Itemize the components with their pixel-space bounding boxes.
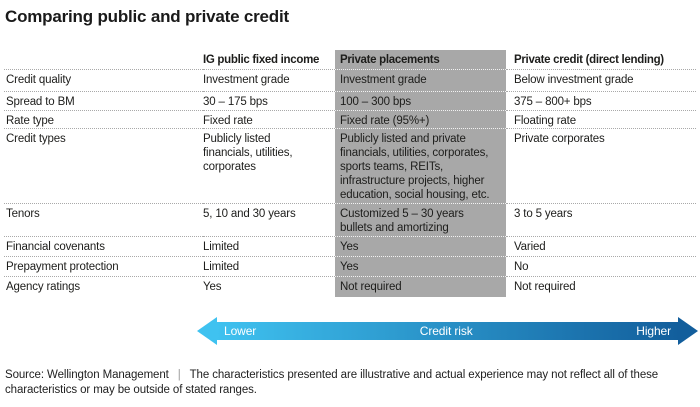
table-cell: Not required [514, 281, 576, 293]
table-cell: Varied [506, 237, 696, 257]
column-header-private-placements: Private placements [335, 50, 506, 70]
page-title: Comparing public and private credit [5, 7, 289, 26]
table-cell: Yes [335, 257, 506, 277]
row-label: Rate type [4, 111, 203, 129]
table-cell: Publicly listed financials, utilities, c… [203, 129, 335, 204]
table-cell: Floating rate [506, 111, 696, 129]
table-cell: Fixed rate (95%+) [335, 111, 506, 129]
table-cell: Yes [203, 281, 222, 293]
row-label: Financial covenants [4, 237, 203, 257]
row-label: Agency ratings [6, 281, 80, 293]
table-cell: 3 to 5 years [506, 204, 696, 237]
row-label: Tenors [4, 204, 203, 237]
right-arrowhead-icon [678, 317, 698, 345]
table-cell: Fixed rate [203, 111, 335, 129]
footnote-text: The characteristics presented are illust… [5, 369, 659, 396]
table-cell: Limited [203, 257, 335, 277]
table-cell: Customized 5 – 30 years bullets and amor… [335, 204, 506, 237]
arrow-label-lower: Lower [224, 324, 257, 338]
table-cell: Private corporates [506, 129, 696, 204]
table-cell: Publicly listed and private financials, … [335, 129, 506, 204]
row-label: Spread to BM [4, 92, 203, 111]
table-cell: No [506, 257, 696, 277]
table-cell: Investment grade [203, 70, 335, 92]
arrow-label-credit-risk: Credit risk [419, 324, 473, 338]
table-cell: Below investment grade [506, 70, 696, 92]
table-cell: Investment grade [335, 70, 506, 92]
row-label: Credit quality [4, 70, 203, 92]
credit-risk-bar: Lower Credit risk Higher [215, 322, 680, 340]
table-cell: Not required [335, 277, 506, 297]
column-header-private-credit: Private credit (direct lending) [506, 50, 696, 70]
table-cell: 30 – 175 bps [203, 92, 335, 111]
left-arrowhead-icon [197, 317, 217, 345]
column-header-spacer [4, 50, 203, 70]
table-cell: Limited [203, 237, 335, 257]
table-cell: 100 – 300 bps [335, 92, 506, 111]
source-text: Source: Wellington Management [5, 369, 169, 381]
column-header-ig-public: IG public fixed income [203, 50, 335, 70]
row-label: Credit types [4, 129, 203, 204]
source-note: Source: Wellington Management | The charac… [5, 368, 693, 398]
arrow-label-higher: Higher [636, 324, 671, 338]
comparison-table: IG public fixed income Private placement… [4, 50, 696, 297]
credit-risk-arrow: Lower Credit risk Higher [197, 317, 698, 345]
row-label: Prepayment protection [4, 257, 203, 277]
footnote-separator: | [177, 369, 181, 381]
table-cell: 375 – 800+ bps [506, 92, 696, 111]
table-cell: 5, 10 and 30 years [203, 204, 335, 237]
table-cell: Yes [335, 237, 506, 257]
